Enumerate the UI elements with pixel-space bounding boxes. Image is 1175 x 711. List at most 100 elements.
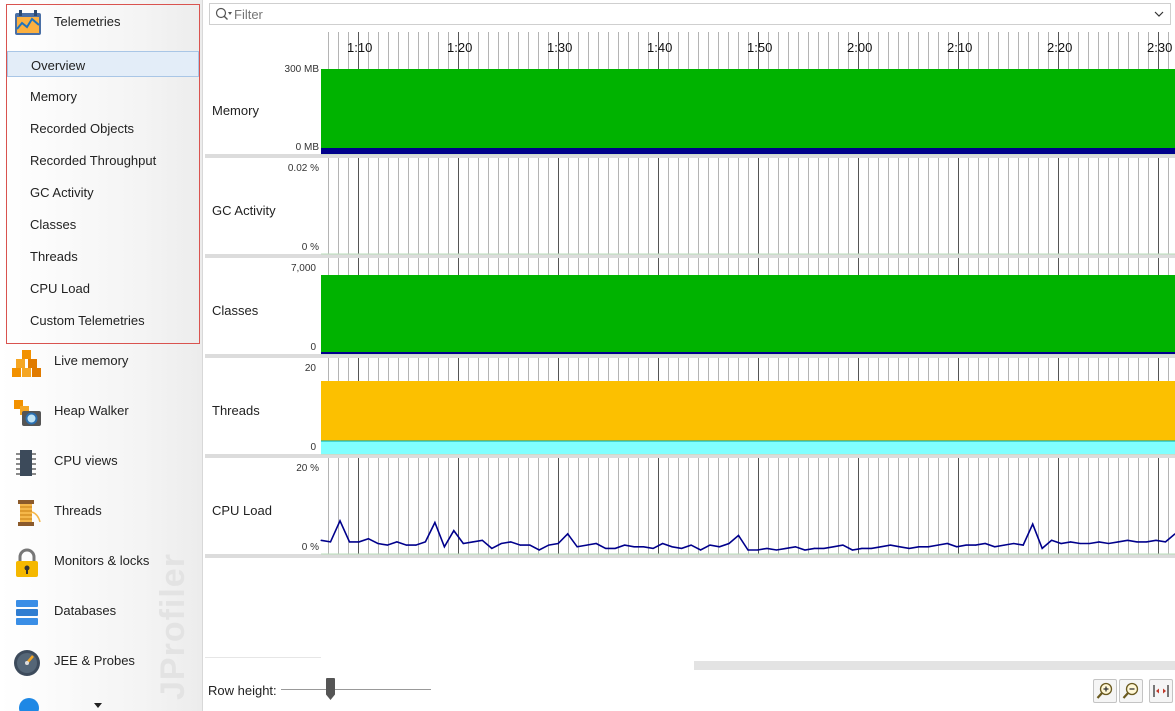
- cpu-load-point: [396, 541, 398, 543]
- cpu-load-point: [1136, 541, 1138, 543]
- sidebar-item-monitors-locks[interactable]: Monitors & locks: [0, 542, 200, 582]
- row-label-cpu-load: CPU Load: [212, 503, 272, 518]
- threads-runnable-area: [321, 381, 1175, 441]
- time-tick: 1:50: [747, 40, 773, 55]
- cpu-load-point: [643, 546, 645, 548]
- sidebar-subitem-gc-activity[interactable]: GC Activity: [7, 179, 199, 205]
- sidebar-item-label: JEE & Probes: [54, 653, 135, 668]
- cpu-load-point: [576, 546, 578, 548]
- cpu-load-point: [586, 544, 588, 546]
- zoom-out-button[interactable]: [1119, 679, 1143, 703]
- cpu-load-point: [1164, 541, 1167, 543]
- cpu-load-point: [823, 547, 825, 550]
- axis-max-label: 20 %: [296, 463, 319, 474]
- cpu-load-point: [1155, 539, 1157, 541]
- cpu-load-point: [1022, 544, 1024, 546]
- horizontal-scrollbar[interactable]: [694, 661, 1175, 670]
- cpu-load-point: [1032, 523, 1034, 525]
- sidebar-subitem-memory[interactable]: Memory: [7, 83, 199, 109]
- cpu-load-point: [453, 530, 455, 532]
- sidebar-item-live-memory[interactable]: Live memory: [0, 342, 200, 382]
- cpu-load-point: [861, 547, 863, 550]
- cpu-load-point: [690, 544, 692, 546]
- cpu-load-point: [756, 549, 759, 551]
- sidebar-item-threads[interactable]: Threads: [0, 492, 200, 532]
- scroll-down-arrow-icon[interactable]: [94, 703, 102, 708]
- sidebar-item-telemetries[interactable]: Telemetries: [7, 3, 202, 43]
- sidebar-item-heap-walker[interactable]: Heap Walker: [0, 392, 200, 432]
- sidebar: Telemetries Overview Memory Recorded Obj…: [0, 0, 203, 711]
- cpu-load-point: [415, 544, 417, 546]
- cpu-load-point: [491, 547, 493, 550]
- sidebar-subitem-custom-telemetries[interactable]: Custom Telemetries: [7, 307, 199, 333]
- chevron-down-icon[interactable]: [1154, 9, 1164, 19]
- axis-max-label: 300 MB: [284, 64, 319, 75]
- cpu-load-point: [965, 544, 967, 546]
- sidebar-item-databases[interactable]: Databases: [0, 592, 200, 632]
- cpu-load-point: [718, 546, 721, 548]
- jee-probes-icon: [14, 650, 40, 676]
- sidebar-subitem-label: Overview: [31, 58, 86, 73]
- row-label-threads: Threads: [212, 403, 260, 418]
- row-height-slider-track[interactable]: [281, 689, 431, 690]
- globe-icon: [19, 698, 39, 711]
- telemetry-overview: 1:10 1:20 1:30 1:40 1:50 2:00 2:10 2:20 …: [205, 28, 1175, 568]
- cpu-load-point: [851, 549, 854, 551]
- time-tick: 2:10: [947, 40, 973, 55]
- sidebar-subitem-label: Recorded Throughput: [30, 153, 157, 168]
- filter-input[interactable]: [234, 5, 1134, 23]
- cpu-load-point: [737, 534, 740, 536]
- cpu-load-point: [595, 542, 597, 545]
- cpu-load-point: [775, 549, 778, 551]
- cpu-load-point: [462, 542, 464, 545]
- time-tick: 2:00: [847, 40, 873, 55]
- time-tick: 1:30: [547, 40, 573, 55]
- zoom-out-icon: [1122, 682, 1139, 699]
- sidebar-item-jee-probes[interactable]: JEE & Probes: [0, 642, 200, 682]
- fit-width-icon: [1153, 685, 1169, 697]
- sidebar-subitem-recorded-throughput[interactable]: Recorded Throughput: [7, 147, 199, 173]
- live-memory-icon: [12, 350, 41, 377]
- sidebar-subitem-label: Threads: [30, 249, 78, 264]
- cpu-load-point: [671, 546, 673, 548]
- sidebar-subitem-cpu-load[interactable]: CPU Load: [7, 275, 199, 301]
- sidebar-subitem-classes[interactable]: Classes: [7, 211, 199, 237]
- cpu-load-point: [870, 547, 873, 550]
- memory-area: [321, 69, 1175, 149]
- row-label-gc-activity: GC Activity: [212, 203, 276, 218]
- fit-to-window-button[interactable]: [1149, 679, 1173, 703]
- cpu-load-point: [329, 541, 332, 543]
- cpu-load-point: [377, 542, 379, 545]
- sidebar-subitem-label: Classes: [30, 217, 77, 232]
- sidebar-subitem-overview[interactable]: Overview: [7, 51, 199, 77]
- cpu-load-point: [918, 546, 920, 548]
- memory-used-band: [321, 148, 1175, 154]
- cpu-load-point: [472, 541, 474, 543]
- cpu-load-point: [1117, 541, 1119, 543]
- sidebar-item-label: Threads: [54, 503, 102, 518]
- cpu-load-point: [510, 541, 512, 543]
- heap-walker-icon: [14, 400, 41, 426]
- bottom-toolbar: Row height:: [205, 672, 1175, 711]
- filter-bar: [209, 3, 1171, 25]
- cpu-load-point: [994, 546, 996, 548]
- sidebar-item-label: CPU views: [54, 453, 118, 468]
- cpu-load-point: [946, 542, 948, 545]
- cpu-load-point: [548, 544, 550, 546]
- cpu-load-point: [937, 544, 939, 546]
- cpu-load-point: [348, 541, 351, 543]
- sidebar-subitem-threads[interactable]: Threads: [7, 243, 199, 269]
- brand-watermark: JProfiler: [154, 553, 192, 700]
- sidebar-subitem-recorded-objects[interactable]: Recorded Objects: [7, 115, 199, 141]
- cpu-load-point: [1089, 542, 1091, 545]
- row-height-slider-thumb[interactable]: [326, 678, 335, 700]
- cpu-load-point: [956, 546, 958, 548]
- cpu-load-point: [320, 539, 322, 541]
- axis-min-label: 0 %: [301, 242, 319, 253]
- cpu-load-point: [424, 541, 426, 543]
- sidebar-item-cpu-views[interactable]: CPU views: [0, 442, 200, 482]
- cpu-load-point: [832, 546, 835, 548]
- zoom-in-button[interactable]: [1093, 679, 1117, 703]
- cpu-load-point: [1041, 547, 1043, 550]
- axis-min-label: 0: [310, 442, 316, 453]
